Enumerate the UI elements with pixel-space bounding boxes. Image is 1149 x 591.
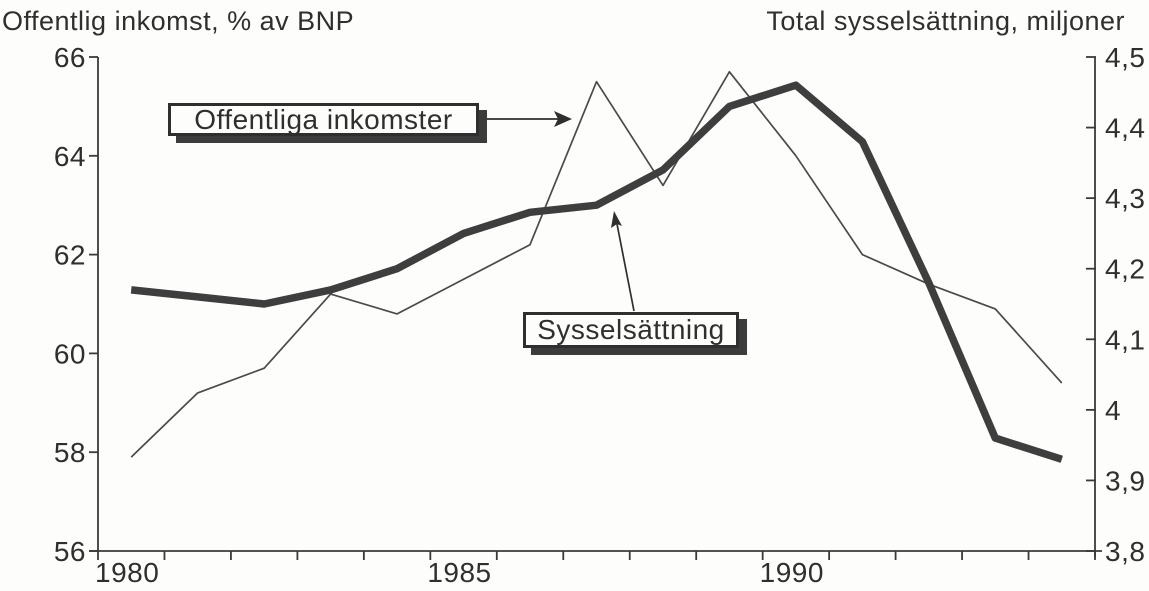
left-axis-tick-label: 64 bbox=[54, 141, 86, 172]
right-axis-tick-label: 4,2 bbox=[1105, 254, 1145, 285]
right-axis-tick-label: 3,8 bbox=[1105, 536, 1145, 567]
right-axis-tick-label: 4 bbox=[1105, 395, 1121, 426]
right-axis-tick-label: 4,5 bbox=[1105, 42, 1145, 73]
left-axis-title: Offentlig inkomst, % av BNP bbox=[2, 6, 355, 36]
axes bbox=[89, 57, 1102, 557]
left-axis-tick-label: 60 bbox=[54, 338, 86, 369]
employment-label-arrowhead bbox=[611, 211, 622, 228]
callout-arrows bbox=[482, 111, 635, 312]
right-axis-tick-label: 4,3 bbox=[1105, 183, 1145, 214]
employment-label-arrow bbox=[616, 223, 635, 312]
left-axis-tick-label: 56 bbox=[54, 536, 86, 567]
left-axis-ticks: 66 64 62 60 58 56 bbox=[54, 42, 98, 567]
x-axis-ticks: 1980 1985 1990 bbox=[95, 551, 1096, 588]
x-axis-tick-label: 1990 bbox=[760, 557, 824, 588]
left-axis-tick-label: 66 bbox=[54, 42, 86, 73]
right-axis-tick-label: 3,9 bbox=[1105, 465, 1145, 496]
left-axis-tick-label: 62 bbox=[54, 240, 86, 271]
income-label-arrowhead bbox=[554, 111, 572, 127]
income-series-callout: Offentliga inkomster bbox=[168, 103, 479, 136]
income-series-label: Offentliga inkomster bbox=[194, 103, 453, 135]
income-line bbox=[130, 70, 1063, 458]
x-axis-tick-label: 1985 bbox=[427, 557, 491, 588]
right-axis-ticks: 4,5 4,4 4,3 4,2 4,1 4 3,9 3,8 bbox=[1086, 42, 1145, 567]
right-axis-tick-label: 4,1 bbox=[1105, 324, 1145, 355]
employment-line bbox=[130, 81, 1063, 463]
right-axis-title: Total sysselsättning, miljoner bbox=[766, 6, 1125, 36]
right-axis-tick-label: 4,4 bbox=[1105, 113, 1145, 144]
employment-series-callout: Sysselsättning bbox=[523, 312, 739, 348]
left-axis-tick-label: 58 bbox=[54, 437, 86, 468]
employment-series-label: Sysselsättning bbox=[537, 314, 725, 345]
x-axis-tick-label: 1980 bbox=[95, 557, 159, 588]
